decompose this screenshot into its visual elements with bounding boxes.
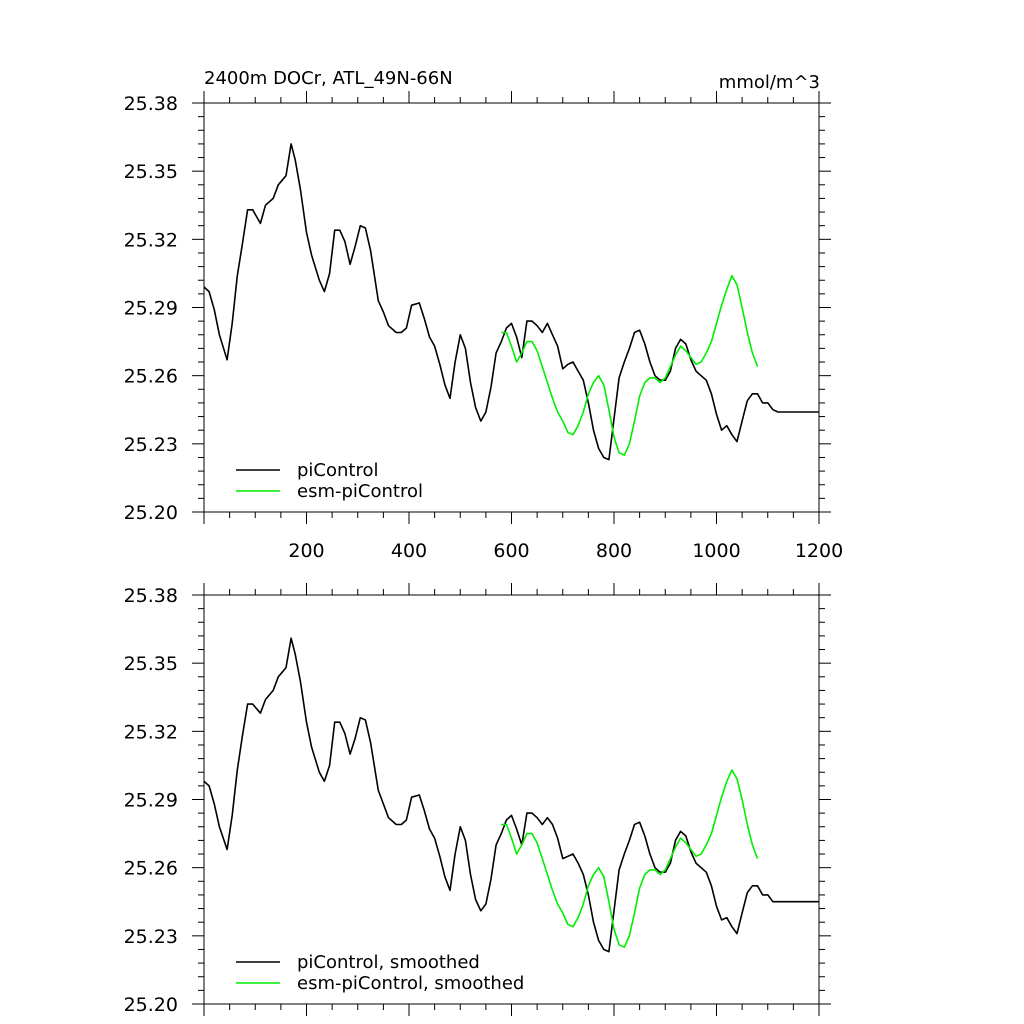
bottom-panel: 25.20 25.23 25.26 25.29 25.32 25.35 25.38 piCo… (124, 583, 831, 1016)
x-tick-label: 1000 (692, 540, 740, 562)
y-tick-label: 25.20 (124, 994, 178, 1016)
series-line-esm-picontrol (501, 769, 759, 949)
plot-frame (203, 102, 820, 513)
x-tick-label: 400 (391, 540, 427, 562)
plot-frame (203, 594, 820, 1005)
y-tick-label: 25.29 (124, 790, 178, 812)
units-label: mmol/m^3 (719, 72, 820, 93)
series-line-picontrol (203, 637, 819, 953)
y-tick-label: 25.29 (124, 298, 178, 320)
legend-label: esm-piControl, smoothed (297, 973, 524, 994)
x-tick-label: 200 (288, 540, 324, 562)
y-tick-label: 25.35 (124, 161, 178, 183)
legend-label: esm-piControl (297, 481, 423, 502)
x-tick-label: 1200 (795, 540, 843, 562)
y-tick-label: 25.23 (124, 434, 178, 456)
y-tick-label: 25.20 (124, 502, 178, 524)
x-tick-label: 600 (493, 540, 529, 562)
y-tick-label: 25.38 (124, 585, 178, 607)
top-panel: 2400m DOCr, ATL_49N-66N mmol/m^3 25.20 25… (124, 68, 844, 562)
y-tick-label: 25.26 (124, 858, 178, 880)
y-tick-label: 25.26 (124, 366, 178, 388)
legend-label: piControl, smoothed (297, 952, 480, 973)
y-tick-label: 25.32 (124, 721, 178, 743)
x-tick-label: 800 (596, 540, 632, 562)
legend-label: piControl (297, 460, 379, 481)
y-tick-label: 25.38 (124, 93, 178, 115)
series-line-esm-picontrol (501, 274, 759, 457)
y-tick-label: 25.35 (124, 653, 178, 675)
y-tick-label: 25.23 (124, 926, 178, 948)
chart-title: 2400m DOCr, ATL_49N-66N (204, 68, 453, 89)
y-tick-label: 25.32 (124, 229, 178, 251)
series-line-picontrol (203, 143, 819, 461)
